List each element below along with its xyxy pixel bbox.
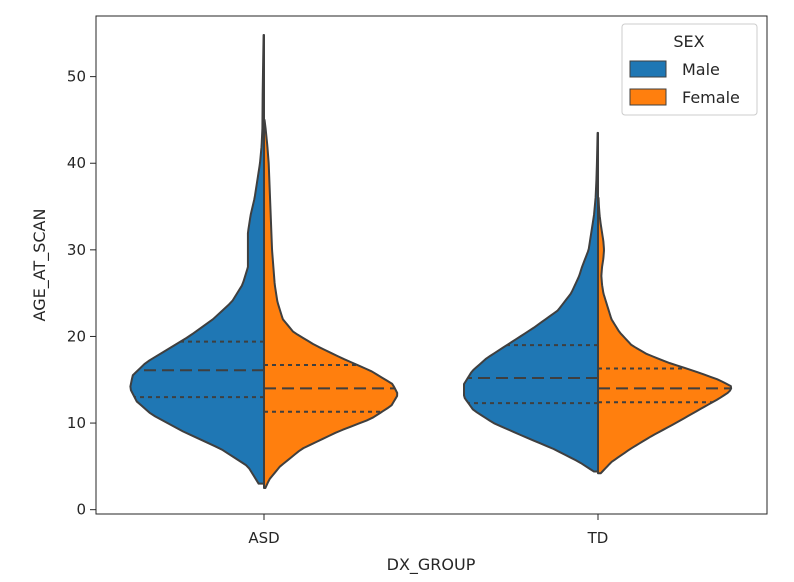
x-tick-label: ASD: [248, 529, 279, 547]
y-axis-label: AGE_AT_SCAN: [30, 209, 50, 322]
y-tick-label: 20: [67, 327, 86, 345]
x-axis-ticks: ASD TD: [248, 514, 608, 547]
violin-male-td: [463, 131, 599, 473]
plot-area: [129, 34, 733, 490]
legend: SEX Male Female: [621, 23, 758, 116]
legend-label-male: Male: [682, 60, 720, 79]
y-tick-label: 30: [67, 241, 86, 259]
axes-frame: [95, 15, 768, 515]
x-tick-label: TD: [587, 529, 609, 547]
legend-title: SEX: [673, 32, 704, 51]
legend-swatch-male: [629, 60, 667, 78]
violin-male-asd: [129, 34, 265, 485]
axes: [95, 15, 768, 515]
legend-swatch-female: [629, 88, 667, 106]
y-axis-ticks: 0 10 20 30 40 50: [67, 68, 96, 519]
y-tick-label: 50: [67, 68, 86, 86]
y-tick-label: 10: [67, 414, 86, 432]
legend-label-female: Female: [682, 88, 740, 107]
y-tick-label: 40: [67, 154, 86, 172]
violin-female-td: [597, 196, 733, 475]
x-axis-label: DX_GROUP: [387, 555, 476, 575]
y-tick-label: 0: [76, 501, 86, 519]
violin-female-asd: [263, 118, 399, 490]
